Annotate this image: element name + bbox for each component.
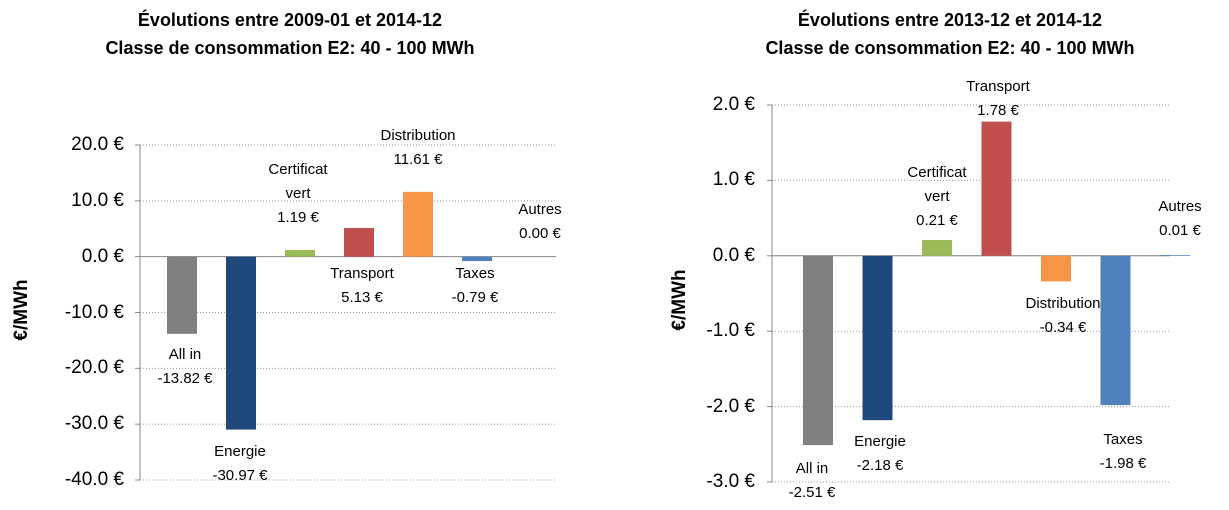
chart-title: Évolutions entre 2009-01 et 2014-12: [137, 10, 443, 30]
data-label: All in -13.82 €: [144, 343, 226, 391]
y-tick-label: -3.0 €: [706, 471, 755, 492]
bar: [922, 239, 952, 256]
y-tick-label: -30.0 €: [64, 413, 124, 435]
category-label: Autres: [518, 201, 562, 218]
y-tick-label: -40.0 €: [64, 469, 124, 490]
data-label: Autres 0.00 €: [499, 198, 581, 246]
category-label: All in: [795, 460, 829, 477]
y-tick-label: 2.0 €: [712, 94, 755, 115]
category-label: Distribution: [1025, 295, 1101, 312]
category-label: Energie: [854, 433, 906, 450]
y-tick-label: 1.0 €: [712, 169, 755, 191]
bar: [1160, 255, 1190, 256]
bar: [1100, 255, 1131, 406]
y-tick-label: -1.0 €: [706, 320, 755, 342]
bar: [403, 191, 433, 257]
value-label: -13.82 €: [157, 370, 213, 387]
category-label: Energie: [214, 443, 266, 460]
data-label: Certificat vert 1.19 €: [257, 158, 339, 230]
data-label: Transport 5.13 €: [321, 262, 403, 310]
y-tick-label: 10.0 €: [71, 189, 124, 211]
value-label: 11.61 €: [393, 151, 443, 168]
value-label: -0.79 €: [451, 289, 499, 306]
value-label: 1.19 €: [277, 209, 319, 226]
value-label: 0.21 €: [916, 212, 958, 229]
chart-title: Classe de consommation E2: 40 - 100 MWh: [765, 38, 1135, 58]
category-label: Taxes: [455, 265, 495, 282]
bar: [981, 121, 1012, 256]
value-label: 5.13 €: [341, 289, 383, 306]
data-label: Autres 0.01 €: [1139, 195, 1221, 243]
chart-title: Classe de consommation E2: 40 - 100 MWh: [105, 38, 475, 58]
bar: [1041, 255, 1071, 282]
value-label: -0.34 €: [1039, 319, 1087, 336]
bar: [167, 256, 197, 334]
bar: [226, 256, 256, 430]
y-tick-label: -20.0 €: [64, 357, 124, 379]
category-label: Certificat vert: [268, 161, 328, 202]
data-label: Distribution -0.34 €: [1022, 292, 1104, 340]
data-label: Certificat vert 0.21 €: [896, 161, 978, 233]
bar: [344, 228, 374, 257]
category-label: Transport: [330, 265, 394, 282]
data-label: Taxes -1.98 €: [1082, 428, 1164, 476]
bar: [462, 256, 492, 262]
value-label: -1.98 €: [1099, 455, 1147, 472]
y-tick-label: 20.0 €: [71, 134, 124, 155]
y-tick-label: -2.0 €: [706, 395, 755, 417]
bar: [285, 250, 315, 257]
value-label: 0.00 €: [519, 225, 561, 242]
category-label: Autres: [1158, 198, 1202, 215]
chart-title: Évolutions entre 2013-12 et 2014-12: [797, 10, 1103, 30]
data-label: Taxes -0.79 €: [434, 262, 516, 310]
category-label: Taxes: [1103, 431, 1143, 448]
value-label: 1.78 €: [977, 102, 1019, 119]
y-tick-label: 0.0 €: [81, 245, 124, 267]
bar: [803, 255, 833, 446]
category-label: Certificat vert: [907, 164, 967, 205]
data-label: Energie -2.18 €: [839, 430, 921, 478]
y-tick-label: 0.0 €: [712, 244, 755, 266]
data-label: Distribution 11.61 €: [377, 124, 459, 172]
bar: [862, 255, 893, 421]
y-tick-label: -10.0 €: [64, 301, 124, 323]
data-label: All in -2.51 €: [771, 457, 853, 505]
category-label: Distribution: [380, 127, 456, 144]
value-label: 0.01 €: [1159, 222, 1201, 239]
data-label: Energie -30.97 €: [199, 440, 281, 488]
category-label: All in: [168, 346, 202, 363]
category-label: Transport: [966, 78, 1030, 95]
value-label: -30.97 €: [212, 467, 268, 484]
value-label: -2.51 €: [788, 484, 836, 501]
data-label: Transport 1.78 €: [957, 75, 1039, 123]
value-label: -2.18 €: [856, 457, 904, 474]
